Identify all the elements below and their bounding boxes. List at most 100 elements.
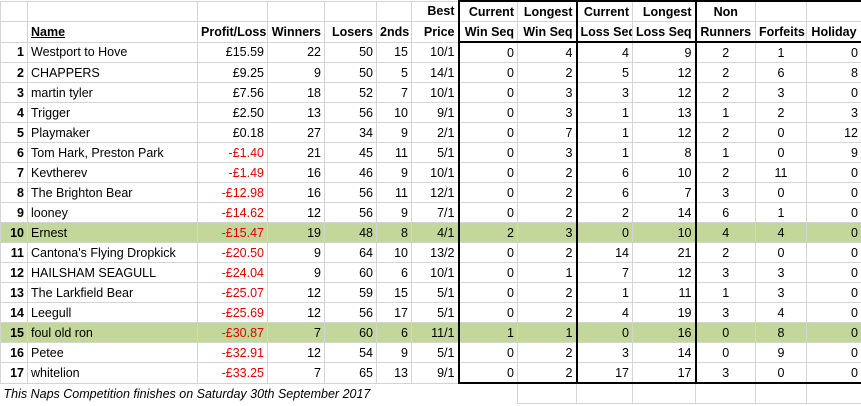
row-rank: 3 [0, 82, 28, 103]
row-longest-win-seq: 2 [517, 202, 578, 223]
header-current-win-seq-line2: Win Seq [457, 21, 518, 43]
row-profit-loss: -£33.25 [197, 362, 268, 384]
row-current-loss-seq: 3 [576, 82, 633, 103]
footer-blank [695, 382, 756, 404]
row-name: martin tyler [27, 82, 198, 103]
header-longest-loss-seq-line1: Longest [632, 0, 697, 22]
row-longest-win-seq: 2 [517, 162, 578, 183]
header-non-runners-line2: Runners [695, 21, 756, 43]
row-holiday: 0 [806, 322, 861, 343]
row-longest-win-seq: 2 [517, 182, 578, 203]
header-row-top: Best Current Longest Current Longest Non [0, 0, 861, 22]
row-name: Leegull [27, 302, 198, 323]
row-best-price: 10/1 [411, 82, 459, 103]
table-row: 7 Kevtherev -£1.49 16 46 9 10/1 0 2 6 10 2 11 0 [0, 162, 861, 183]
row-forfeits: 1 [755, 202, 807, 223]
row-rank: 9 [0, 202, 28, 223]
row-holiday: 0 [806, 82, 861, 103]
header-non-runners-line1: Non [695, 0, 756, 22]
row-seconds: 9 [376, 162, 412, 183]
row-rank: 17 [0, 362, 28, 384]
row-forfeits: 8 [755, 322, 807, 343]
header-blank [197, 0, 268, 22]
header-winners: Winners [267, 21, 325, 43]
row-longest-win-seq: 2 [517, 282, 578, 303]
row-current-loss-seq: 1 [576, 122, 633, 143]
row-holiday: 0 [806, 362, 861, 384]
row-longest-loss-seq: 17 [632, 362, 697, 384]
table-row: 9 looney -£14.62 12 56 9 7/1 0 2 2 14 6 1 0 [0, 202, 861, 223]
row-holiday: 0 [806, 342, 861, 363]
row-longest-loss-seq: 12 [632, 262, 697, 283]
row-forfeits: 3 [755, 282, 807, 303]
row-seconds: 5 [376, 62, 412, 83]
row-losers: 60 [324, 262, 377, 283]
row-winners: 7 [267, 322, 325, 343]
row-winners: 9 [267, 62, 325, 83]
header-current-win-seq-line1: Current [457, 0, 518, 22]
row-name: Kevtherev [27, 162, 198, 183]
row-best-price: 10/1 [411, 41, 459, 63]
row-profit-loss: -£15.47 [197, 222, 268, 243]
footer-blank [576, 382, 633, 404]
row-current-win-seq: 0 [457, 262, 518, 283]
row-current-loss-seq: 17 [576, 362, 633, 384]
row-forfeits: 0 [755, 122, 807, 143]
row-longest-win-seq: 2 [517, 62, 578, 83]
header-current-loss-seq-line1: Current [576, 0, 633, 22]
row-profit-loss: £9.25 [197, 62, 268, 83]
row-profit-loss: £15.59 [197, 41, 268, 63]
row-longest-loss-seq: 11 [632, 282, 697, 303]
row-rank: 6 [0, 142, 28, 163]
row-winners: 12 [267, 282, 325, 303]
row-losers: 65 [324, 362, 377, 384]
header-row-bottom: Name Profit/Loss Winners Losers 2nds Pri… [0, 21, 861, 43]
row-longest-win-seq: 3 [517, 82, 578, 103]
row-longest-win-seq: 2 [517, 242, 578, 263]
row-seconds: 6 [376, 262, 412, 283]
row-profit-loss: -£30.87 [197, 322, 268, 343]
row-best-price: 13/2 [411, 242, 459, 263]
row-seconds: 15 [376, 41, 412, 63]
row-current-loss-seq: 1 [576, 282, 633, 303]
row-holiday: 0 [806, 242, 861, 263]
table-row: 12 HAILSHAM SEAGULL -£24.04 9 60 6 10/1 0 1 7 12 3 3… [0, 262, 861, 283]
row-rank: 8 [0, 182, 28, 203]
row-longest-win-seq: 3 [517, 102, 578, 123]
row-best-price: 5/1 [411, 342, 459, 363]
row-longest-loss-seq: 14 [632, 202, 697, 223]
row-name: The Larkfield Bear [27, 282, 198, 303]
table-row: 15 foul old ron -£30.87 7 60 6 11/1 1 1 0 16 0 8 0 [0, 322, 861, 343]
row-name: whitelion [27, 362, 198, 384]
row-non-runners: 0 [695, 322, 756, 343]
row-longest-loss-seq: 12 [632, 62, 697, 83]
row-longest-win-seq: 3 [517, 142, 578, 163]
row-forfeits: 0 [755, 362, 807, 384]
row-holiday: 0 [806, 182, 861, 203]
row-longest-loss-seq: 21 [632, 242, 697, 263]
row-seconds: 7 [376, 82, 412, 103]
row-current-loss-seq: 1 [576, 102, 633, 123]
row-winners: 19 [267, 222, 325, 243]
row-current-loss-seq: 4 [576, 302, 633, 323]
row-seconds: 15 [376, 282, 412, 303]
row-current-win-seq: 0 [457, 282, 518, 303]
header-blank [806, 0, 861, 22]
row-current-loss-seq: 5 [576, 62, 633, 83]
header-blank [27, 0, 198, 22]
footer-blank [806, 382, 861, 404]
header-holiday: Holiday [806, 21, 861, 43]
row-forfeits: 0 [755, 182, 807, 203]
row-longest-win-seq: 7 [517, 122, 578, 143]
row-losers: 50 [324, 62, 377, 83]
row-non-runners: 3 [695, 362, 756, 384]
row-longest-loss-seq: 19 [632, 302, 697, 323]
row-non-runners: 0 [695, 342, 756, 363]
footer-blank [517, 382, 577, 404]
row-current-win-seq: 0 [457, 242, 518, 263]
row-best-price: 10/1 [411, 162, 459, 183]
row-current-win-seq: 0 [457, 162, 518, 183]
row-rank: 10 [0, 222, 28, 243]
row-longest-loss-seq: 10 [632, 162, 697, 183]
row-name: foul old ron [27, 322, 198, 343]
